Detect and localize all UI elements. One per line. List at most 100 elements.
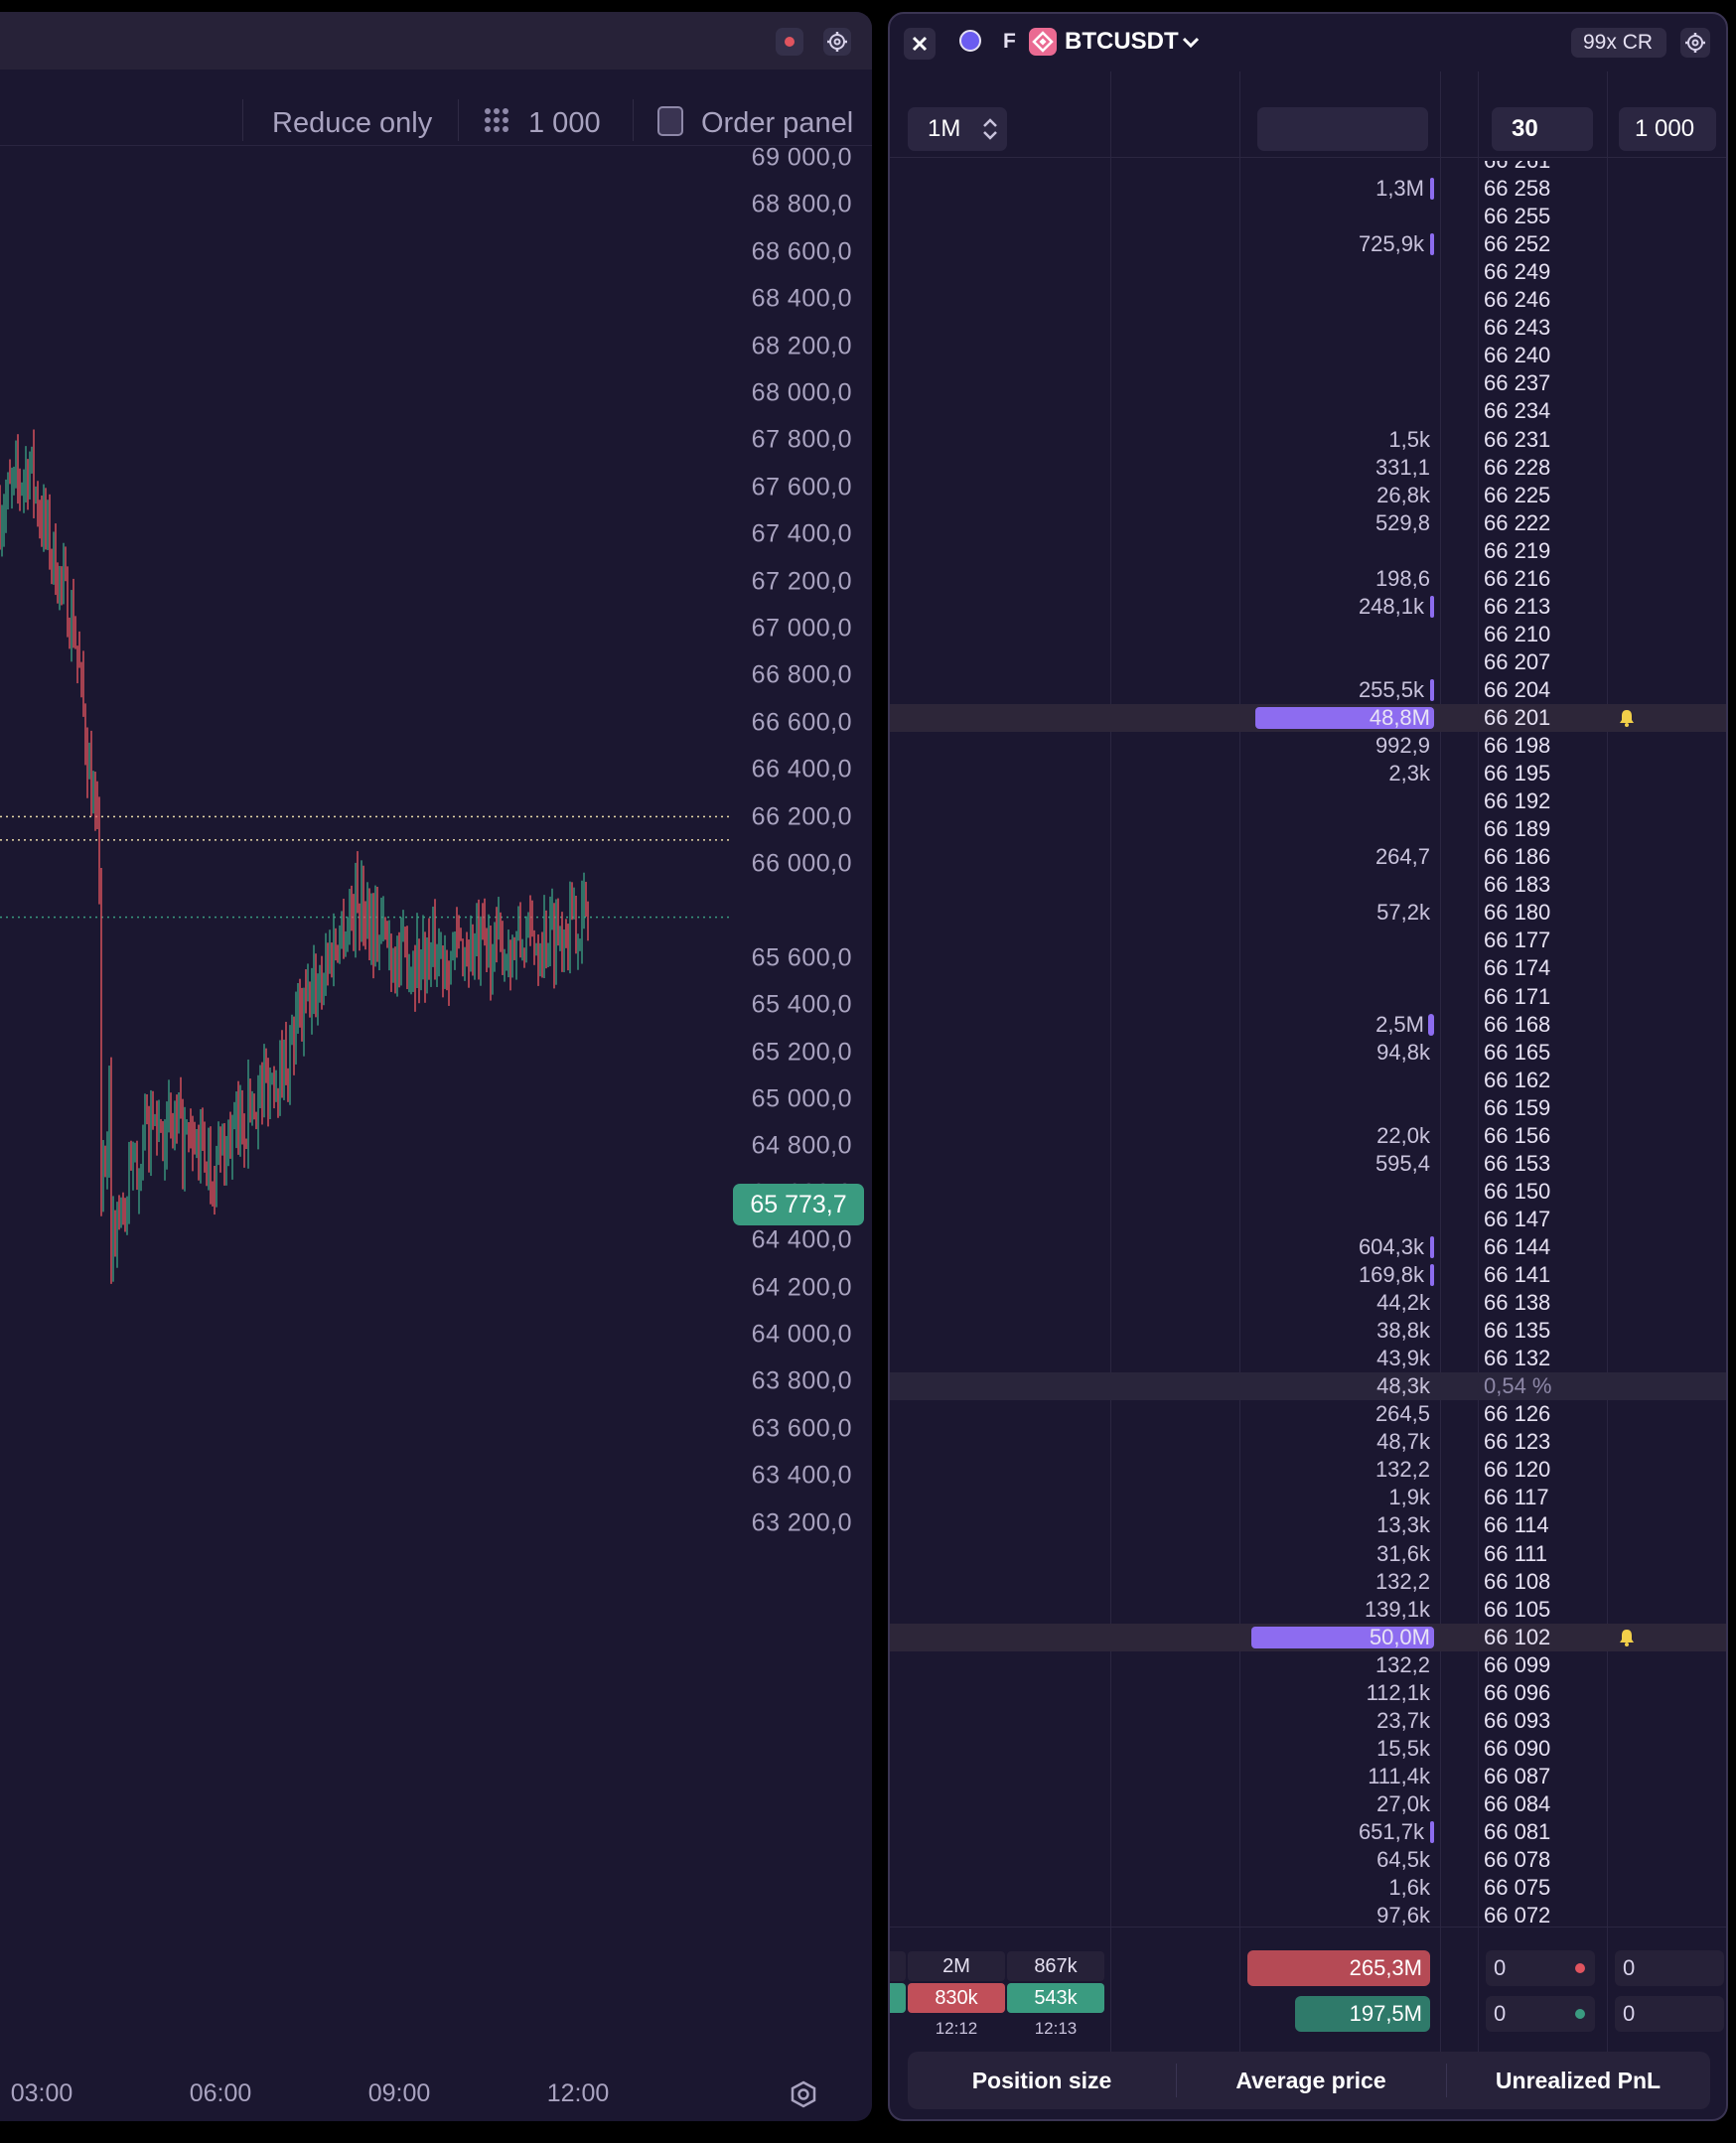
ladder-row[interactable]: 66 150 <box>890 1178 1726 1206</box>
ladder-price[interactable]: 66 210 <box>1484 621 1551 646</box>
buy-orders-count[interactable]: 0 <box>1486 1996 1595 2032</box>
ladder-row[interactable]: 66 174 <box>890 954 1726 982</box>
ladder-row[interactable]: 66 261 <box>890 161 1726 175</box>
chart-settings-icon[interactable] <box>789 2079 818 2109</box>
average-price-label[interactable]: Average price <box>1235 2068 1386 2093</box>
ladder-price[interactable]: 66 120 <box>1484 1457 1551 1483</box>
ladder-price[interactable]: 66 156 <box>1484 1122 1551 1148</box>
ladder-price[interactable]: 66 183 <box>1484 872 1551 898</box>
ladder-price[interactable]: 66 150 <box>1484 1178 1551 1204</box>
ladder-row[interactable]: 44,2k 66 138 <box>890 1289 1726 1317</box>
close-button[interactable] <box>904 28 936 60</box>
ladder-price[interactable]: 66 144 <box>1484 1233 1551 1259</box>
ladder-price[interactable]: 66 177 <box>1484 928 1551 953</box>
sell-orders-qty[interactable]: 0 <box>1615 1950 1724 1986</box>
reduce-only-toggle[interactable]: Reduce only <box>272 107 433 139</box>
ladder-row[interactable]: 111,4k 66 087 <box>890 1763 1726 1790</box>
ladder-price[interactable]: 66 174 <box>1484 955 1551 981</box>
order-book-panel[interactable]: F BTCUSDT 99x CR 1M 30 1 000 6 <box>888 12 1728 2121</box>
ladder-row[interactable]: 22,0k 66 156 <box>890 1122 1726 1150</box>
ladder-row[interactable]: 66 192 <box>890 787 1726 815</box>
ladder-price[interactable]: 66 123 <box>1484 1429 1551 1455</box>
ladder-row[interactable]: 66 189 <box>890 815 1726 843</box>
ladder-row[interactable]: 604,3k 66 144 <box>890 1233 1726 1261</box>
ladder-row[interactable]: 66 177 <box>890 927 1726 954</box>
ladder-row[interactable]: 1,3M 66 258 <box>890 175 1726 203</box>
ladder-row[interactable]: 2,5M 66 168 <box>890 1011 1726 1039</box>
ladder-price[interactable]: 66 114 <box>1484 1512 1549 1538</box>
ladder-row[interactable]: 595,4 66 153 <box>890 1150 1726 1178</box>
ladder-row[interactable]: 66 243 <box>890 314 1726 342</box>
ladder-row[interactable]: 651,7k 66 081 <box>890 1818 1726 1846</box>
ladder-row[interactable]: 13,3k 66 114 <box>890 1511 1726 1539</box>
ladder-row[interactable]: 66 246 <box>890 286 1726 314</box>
ladder-row[interactable]: 66 159 <box>890 1094 1726 1122</box>
ladder-row[interactable]: 992,9 66 198 <box>890 732 1726 760</box>
ladder-row[interactable]: 27,0k 66 084 <box>890 1790 1726 1818</box>
ladder-price[interactable]: 66 258 <box>1484 176 1551 202</box>
ladder-row[interactable]: 57,2k 66 180 <box>890 899 1726 927</box>
ladder-price[interactable]: 66 093 <box>1484 1707 1551 1733</box>
ladder-price[interactable]: 66 138 <box>1484 1290 1551 1316</box>
ladder-price[interactable]: 66 198 <box>1484 733 1551 759</box>
unrealized-pnl-label[interactable]: Unrealized PnL <box>1495 2068 1662 2093</box>
ladder-price[interactable]: 66 234 <box>1484 398 1551 424</box>
ladder-row[interactable]: 38,8k 66 135 <box>890 1317 1726 1345</box>
sell-orders-count[interactable]: 0 <box>1486 1950 1595 1986</box>
bell-icon[interactable] <box>1617 708 1637 728</box>
ladder-price[interactable]: 66 261 <box>1484 161 1550 175</box>
ladder-price[interactable]: 66 168 <box>1484 1011 1551 1037</box>
ladder-price[interactable]: 66 111 <box>1484 1540 1548 1566</box>
ladder-price[interactable]: 66 078 <box>1484 1847 1551 1873</box>
ladder-row[interactable]: 264,5 66 126 <box>890 1400 1726 1428</box>
ladder-price[interactable]: 66 255 <box>1484 204 1551 229</box>
quantity-input[interactable]: 1 000 <box>1619 107 1716 151</box>
ladder-row[interactable]: 139,1k 66 105 <box>890 1596 1726 1624</box>
ladder-price[interactable]: 66 159 <box>1484 1094 1551 1120</box>
ladder-price[interactable]: 66 216 <box>1484 565 1551 591</box>
ladder-price[interactable]: 66 207 <box>1484 648 1551 674</box>
order-quantity[interactable]: 1 000 <box>528 107 601 139</box>
ladder-price[interactable]: 66 117 <box>1484 1485 1549 1510</box>
price-chart[interactable] <box>0 12 872 2121</box>
ladder-price[interactable]: 66 213 <box>1484 593 1551 619</box>
ladder-price[interactable]: 66 252 <box>1484 231 1551 257</box>
ladder-row[interactable]: 66 162 <box>890 1067 1726 1094</box>
ladder-row[interactable]: 1,9k 66 117 <box>890 1484 1726 1511</box>
ladder-row[interactable]: 529,8 66 222 <box>890 509 1726 537</box>
ladder-price[interactable]: 66 087 <box>1484 1763 1551 1788</box>
ladder-price[interactable]: 66 075 <box>1484 1875 1551 1901</box>
ladder-row[interactable]: 26,8k 66 225 <box>890 482 1726 509</box>
ladder-price[interactable]: 66 108 <box>1484 1568 1551 1594</box>
ladder-row[interactable]: 15,5k 66 090 <box>890 1735 1726 1763</box>
ladder-row[interactable]: 132,2 66 108 <box>890 1568 1726 1596</box>
ladder-price[interactable]: 66 225 <box>1484 482 1551 507</box>
chart-settings-button[interactable] <box>823 28 851 56</box>
ladder-row[interactable]: 264,7 66 186 <box>890 843 1726 871</box>
ladder-price[interactable]: 66 222 <box>1484 509 1551 535</box>
ladder-price[interactable]: 66 189 <box>1484 816 1551 842</box>
ladder-price[interactable]: 66 132 <box>1484 1346 1551 1371</box>
spread-percent[interactable]: 0,54 % <box>1484 1373 1552 1399</box>
ladder-price[interactable]: 66 153 <box>1484 1150 1551 1176</box>
ladder-row[interactable]: 1,6k 66 075 <box>890 1874 1726 1902</box>
ladder-price[interactable]: 66 204 <box>1484 676 1551 702</box>
chevron-down-icon[interactable] <box>1180 32 1202 54</box>
ladder-row[interactable]: 64,5k 66 078 <box>890 1846 1726 1874</box>
ladder-row[interactable]: 94,8k 66 165 <box>890 1039 1726 1067</box>
ladder-row[interactable]: 66 147 <box>890 1206 1726 1233</box>
ladder-price[interactable]: 66 072 <box>1484 1903 1551 1929</box>
ladder-price[interactable]: 66 105 <box>1484 1596 1551 1622</box>
ladder-row[interactable]: 31,6k 66 111 <box>890 1540 1726 1568</box>
ladder-price[interactable]: 66 246 <box>1484 287 1551 313</box>
ladder-row[interactable]: 255,5k 66 204 <box>890 676 1726 704</box>
leverage-badge[interactable]: 99x CR <box>1571 28 1666 58</box>
ladder-row[interactable]: 97,6k 66 072 <box>890 1902 1726 1929</box>
ladder-price[interactable]: 66 243 <box>1484 315 1551 341</box>
ladder-price[interactable]: 66 147 <box>1484 1206 1551 1231</box>
ladder-row[interactable]: 66 255 <box>890 203 1726 230</box>
ladder-price[interactable]: 66 102 <box>1484 1624 1551 1649</box>
symbol-selector[interactable]: BTCUSDT <box>1065 28 1179 55</box>
record-button[interactable] <box>776 28 803 56</box>
ladder-row[interactable]: 169,8k 66 141 <box>890 1261 1726 1289</box>
